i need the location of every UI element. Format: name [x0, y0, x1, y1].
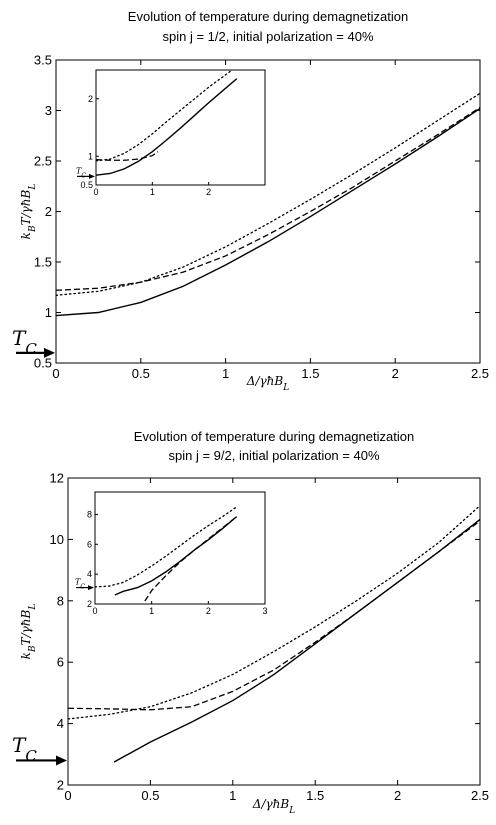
- x-axis-label: Δ/γħBL: [246, 374, 289, 393]
- x-tick-label: 0: [64, 788, 71, 803]
- y-tick-label: 0.5: [34, 356, 52, 371]
- series-line-dashed: [56, 106, 480, 291]
- inset-series-line-solid: [96, 78, 238, 176]
- inset-x-tick-label: 2: [206, 187, 211, 197]
- y-tick-label: 12: [50, 471, 64, 486]
- y-tick-label: 10: [50, 532, 64, 547]
- x-tick-label: 1.5: [301, 366, 319, 381]
- inset-plot: 0 1 2 3 2 4 6 8 TC: [75, 491, 268, 616]
- inset-y-tick-label: 4: [87, 569, 92, 579]
- x-tick-label: 2.5: [471, 366, 489, 381]
- series-line-dotted: [56, 92, 480, 296]
- inset-y-tick-label: 8: [87, 509, 92, 519]
- inset-x-tick-label: 1: [149, 606, 154, 616]
- inset-x-tick-label: 3: [262, 606, 267, 616]
- inset-series-line-dashed: [96, 151, 159, 161]
- inset-frame: [95, 69, 266, 186]
- chart-title-line-1: Evolution of temperature during demagnet…: [128, 9, 408, 24]
- x-tick-label: 1.5: [306, 788, 324, 803]
- x-tick-label: 2: [394, 788, 401, 803]
- series-line-dotted: [68, 504, 480, 720]
- inset-y-tick-label: 6: [87, 539, 92, 549]
- chart-bottom-spin-nine-halves: Evolution of temperature during demagnet…: [12, 429, 489, 816]
- chart-title-line-1: Evolution of temperature during demagnet…: [134, 429, 414, 444]
- inset-tc-arrow-head: [89, 173, 95, 179]
- inset-series-line-solid: [114, 516, 238, 596]
- x-tick-label: 0: [52, 366, 59, 381]
- inset-y-tick-label: 1: [88, 151, 93, 161]
- x-tick-label: 0.5: [141, 788, 159, 803]
- inset-tc-label: TC: [75, 578, 85, 591]
- y-tick-label: 8: [57, 593, 64, 608]
- inset-plot: 0 1 2 0.5 1 2 TC: [76, 69, 266, 197]
- inset-x-tick-label: 2: [206, 606, 211, 616]
- inset-series-line-dotted: [95, 506, 238, 588]
- y-tick-label: 4: [57, 716, 64, 731]
- inset-y-tick-label: 0.5: [80, 180, 93, 190]
- y-tick-label: 3.5: [34, 53, 52, 68]
- inset-x-tick-label: 0: [93, 187, 98, 197]
- y-tick-label: 2.5: [34, 154, 52, 169]
- inset-series-line-dotted: [96, 70, 234, 162]
- inset-frame: [94, 491, 266, 605]
- chart-title-line-2: spin j = 9/2, initial polarization = 40%: [168, 448, 379, 463]
- y-tick-label: 2: [57, 778, 64, 793]
- tc-arrow-head: [44, 347, 55, 358]
- series-line-solid: [56, 107, 480, 317]
- chart-title-line-2: spin j = 1/2, initial polarization = 40%: [162, 29, 373, 44]
- y-tick-label: 3: [45, 103, 52, 118]
- y-tick-label: 1: [45, 305, 52, 320]
- x-tick-label: 2: [392, 366, 399, 381]
- y-axis-label: kBT/γħBL: [19, 604, 38, 660]
- y-tick-label: 6: [57, 655, 64, 670]
- inset-y-tick-label: 2: [88, 94, 93, 104]
- tc-arrow-head: [56, 755, 67, 766]
- inset-x-tick-label: 1: [150, 187, 155, 197]
- plot-frame: [67, 477, 481, 786]
- x-tick-label: 1: [222, 366, 229, 381]
- y-tick-label: 1.5: [34, 255, 52, 270]
- y-axis-label: kBT/γħBL: [19, 184, 38, 240]
- inset-series-line-dashed: [144, 516, 238, 602]
- inset-tc-arrow-head: [88, 585, 94, 591]
- inset-y-tick-label: 2: [87, 599, 92, 609]
- inset-tc-label: TC: [76, 166, 86, 179]
- inset-x-tick-label: 0: [92, 606, 97, 616]
- x-tick-label: 1: [229, 788, 236, 803]
- inset-background: [95, 492, 265, 604]
- x-axis-label: Δ/γħBL: [252, 797, 295, 816]
- chart-top-spin-half: Evolution of temperature during demagnet…: [12, 9, 489, 393]
- x-tick-label: 2.5: [471, 788, 489, 803]
- y-tick-label: 2: [45, 204, 52, 219]
- x-tick-label: 0.5: [132, 366, 150, 381]
